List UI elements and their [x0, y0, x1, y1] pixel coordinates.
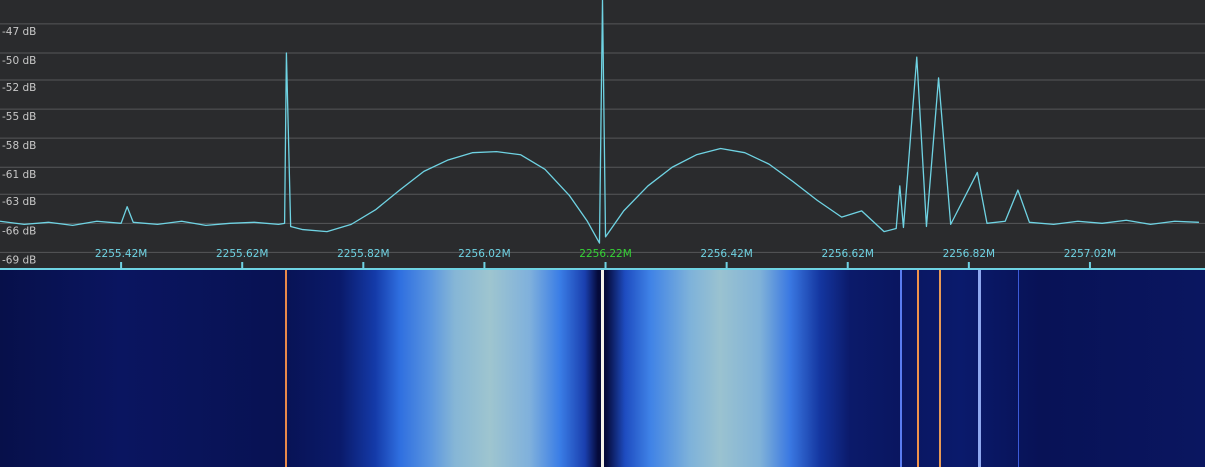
x-tick-label: 2256.42M	[700, 248, 752, 260]
spectrum-chart: -47 dB -50 dB -52 dB -55 dB -58 dB -61 dB -63 …	[0, 0, 1205, 270]
x-axis-bar	[0, 268, 1205, 270]
waterfall-signal	[285, 270, 287, 467]
x-tick-label: 2256.22M	[579, 248, 631, 260]
waterfall-signal	[939, 270, 941, 467]
y-tick-label: -66 dB	[2, 225, 36, 237]
x-tick-label: 2257.02M	[1064, 248, 1116, 260]
y-tick-label: -63 dB	[2, 196, 36, 208]
x-tick-label: 2256.82M	[943, 248, 995, 260]
waterfall	[0, 270, 1205, 467]
y-tick-label: -50 dB	[2, 55, 36, 67]
waterfall-signal	[601, 270, 604, 467]
x-tick-label: 2256.02M	[458, 248, 510, 260]
y-tick-label: -52 dB	[2, 82, 36, 94]
waterfall-signal	[1018, 270, 1019, 467]
spectrum-line	[0, 0, 1199, 244]
y-tick-label: -69 dB	[2, 254, 36, 266]
x-tick-label: 2256.62M	[821, 248, 873, 260]
waterfall-signal	[917, 270, 919, 467]
y-tick-label: -61 dB	[2, 169, 36, 181]
x-tick-label: 2255.62M	[216, 248, 268, 260]
x-tick-label: 2255.42M	[95, 248, 147, 260]
y-tick-label: -55 dB	[2, 111, 36, 123]
y-tick-label: -47 dB	[2, 26, 36, 38]
x-tick-label: 2255.82M	[337, 248, 389, 260]
waterfall-signal	[978, 270, 981, 467]
waterfall-signal	[900, 270, 902, 467]
y-tick-label: -58 dB	[2, 140, 36, 152]
